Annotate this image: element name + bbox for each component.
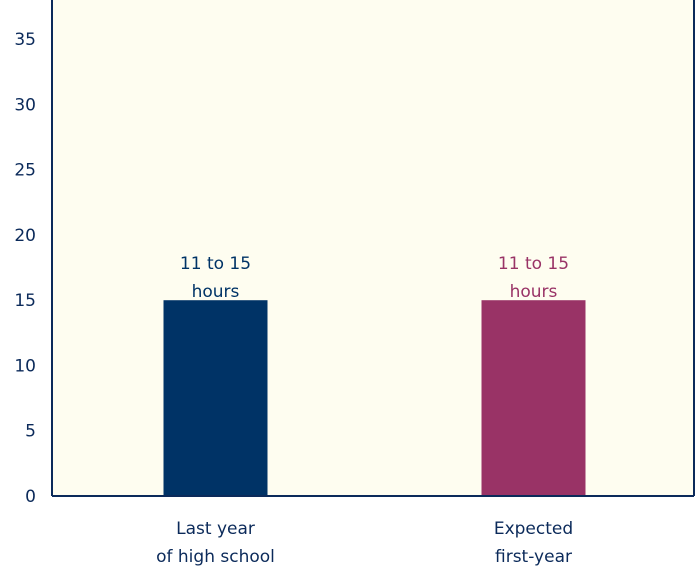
y-tick-label: 35 — [14, 30, 36, 50]
bar-1 — [481, 300, 586, 496]
data-label-1: 11 to 15 hours — [498, 254, 569, 302]
category-label-1: Expected first-year — [494, 519, 573, 567]
y-tick-label: 25 — [14, 161, 36, 181]
y-tick-label: 30 — [14, 95, 36, 115]
y-tick-label: 5 — [25, 422, 36, 442]
category-label-0: Last year of high school — [156, 519, 275, 567]
bar-0 — [163, 300, 268, 496]
y-tick-label: 0 — [25, 487, 36, 507]
data-label-0: 11 to 15 hours — [180, 254, 251, 302]
y-tick-label: 15 — [14, 291, 36, 311]
y-tick-label: 20 — [14, 226, 36, 246]
y-tick-label: 10 — [14, 356, 36, 376]
plot-area — [52, 0, 694, 496]
